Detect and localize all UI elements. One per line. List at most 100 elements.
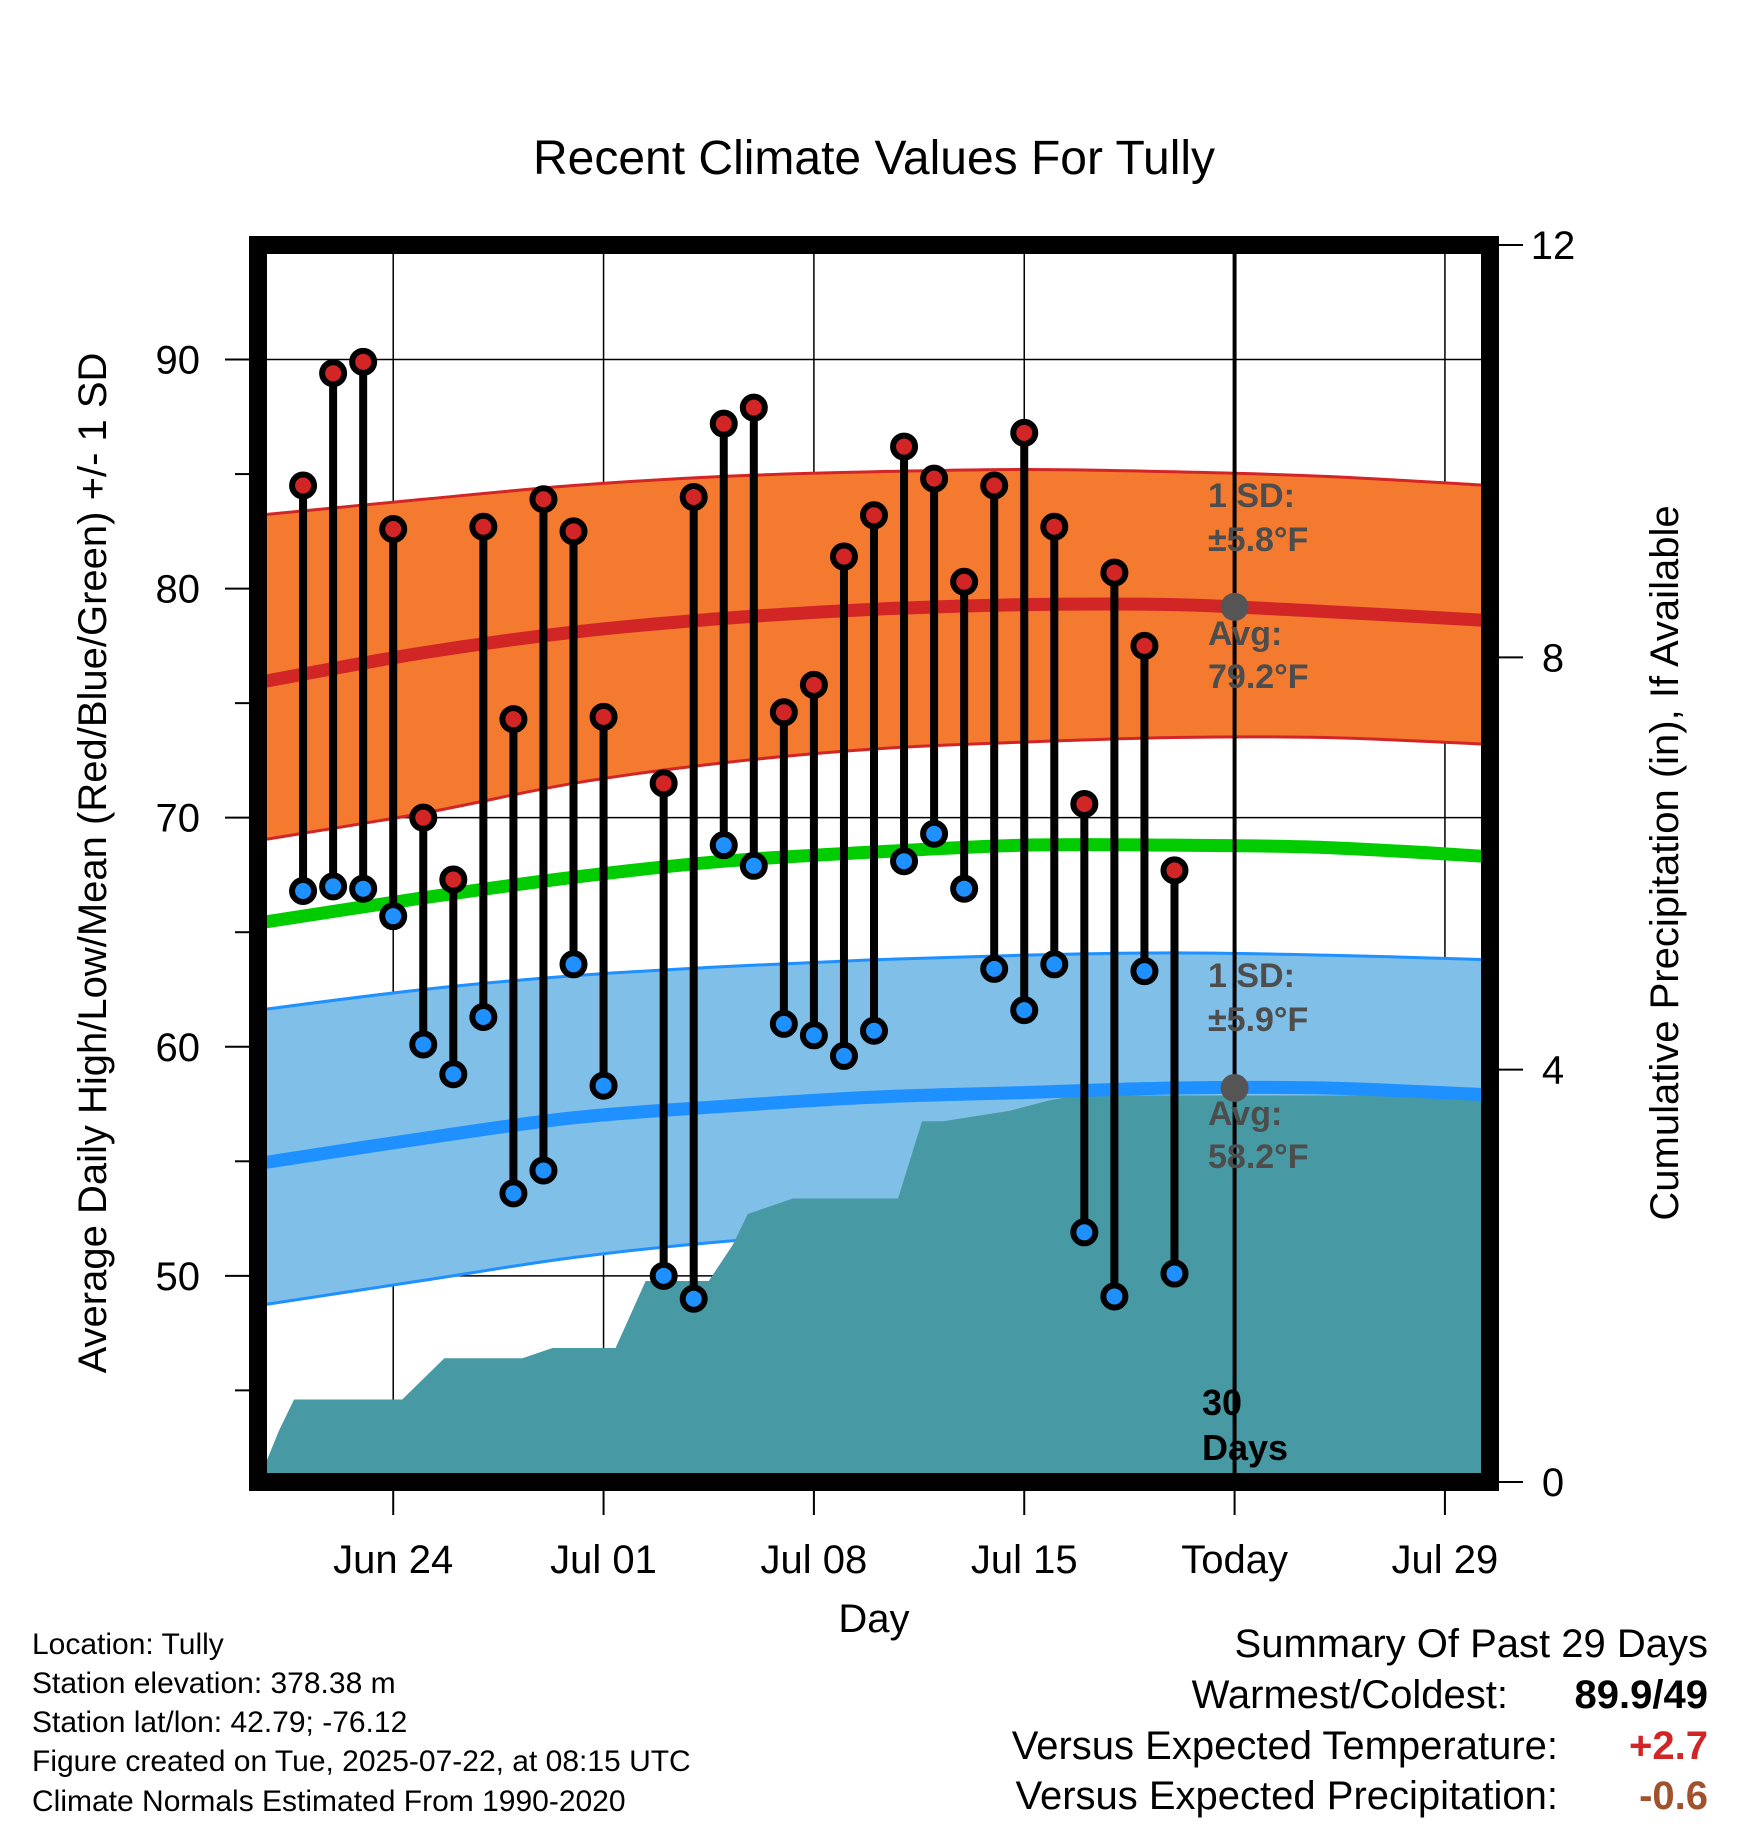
high-point	[469, 512, 498, 541]
chart-title: Recent Climate Values For Tully	[533, 132, 1215, 185]
low-point	[649, 1261, 678, 1290]
high-sd-value: ±5.8°F	[1208, 521, 1308, 559]
low-avg-value: 58.2°F	[1208, 1138, 1309, 1176]
low-point	[439, 1060, 468, 1089]
high-point	[980, 471, 1009, 500]
y-left-tick-label: 90	[156, 339, 201, 383]
y-left-tick-label: 60	[156, 1026, 201, 1070]
today-high-avg-marker	[1220, 592, 1249, 621]
high-point	[679, 482, 708, 511]
x-tick-label: Jul 29	[1392, 1538, 1499, 1582]
info-normals: Climate Normals Estimated From 1990-2020	[32, 1785, 626, 1818]
high-point	[529, 485, 558, 514]
high-point	[950, 567, 979, 596]
high-point	[799, 670, 828, 699]
low-point	[409, 1030, 438, 1059]
low-point	[709, 831, 738, 860]
low-point	[799, 1021, 828, 1050]
low-point	[319, 872, 348, 901]
high-point	[649, 769, 678, 798]
high-point	[409, 803, 438, 832]
low-point	[1160, 1259, 1189, 1288]
precip-label: Versus Expected Precipitation:	[1015, 1774, 1558, 1818]
low-sd-value: ±5.9°F	[1208, 1001, 1308, 1039]
warmest-value: 89.9/49	[1574, 1673, 1708, 1717]
days-word-label: Days	[1202, 1427, 1288, 1468]
y-axis-left-label: Average Daily High/Low/Mean (Red/Blue/Gr…	[71, 353, 115, 1374]
high-point	[890, 432, 919, 461]
low-point	[379, 902, 408, 931]
low-point	[950, 874, 979, 903]
low-sd-label: 1 SD:	[1208, 957, 1295, 995]
low-point	[920, 819, 949, 848]
high-point	[1010, 418, 1039, 447]
summary-title: Summary Of Past 29 Days	[1234, 1622, 1708, 1666]
y-left-tick-label: 80	[156, 568, 201, 612]
precip-value: -0.6	[1639, 1774, 1708, 1818]
x-tick-label: Jun 24	[333, 1538, 453, 1582]
summary-row-temp: Versus Expected Temperature: +2.7	[1012, 1724, 1708, 1769]
precip-area-group	[258, 1095, 1490, 1482]
low-avg-line	[258, 1080, 1490, 1171]
low-point	[289, 876, 318, 905]
high-point	[769, 698, 798, 727]
low-point	[890, 847, 919, 876]
info-latlon: Station lat/lon: 42.79; -76.12	[32, 1706, 408, 1739]
high-point	[829, 542, 858, 571]
y-right-tick-label: 8	[1542, 636, 1564, 680]
high-point	[559, 517, 588, 546]
daily-dots	[289, 347, 1189, 1313]
high-point	[379, 515, 408, 544]
x-tick-label: Jul 01	[550, 1538, 657, 1582]
summary-row-precip: Versus Expected Precipitation: -0.6	[1015, 1774, 1708, 1819]
high-avg-label: Avg:	[1208, 615, 1282, 653]
low-point	[349, 874, 378, 903]
high-avg-value: 79.2°F	[1208, 658, 1309, 696]
low-point	[589, 1071, 618, 1100]
high-point	[920, 464, 949, 493]
low-point	[679, 1284, 708, 1313]
low-point	[980, 954, 1009, 983]
today-low-avg-marker	[1220, 1073, 1249, 1102]
info-location: Location: Tully	[32, 1628, 224, 1661]
precip-area	[258, 1095, 1490, 1482]
high-point	[319, 359, 348, 388]
high-point	[349, 347, 378, 376]
temp-value: +2.7	[1629, 1724, 1708, 1768]
low-point	[1040, 950, 1069, 979]
low-point	[769, 1009, 798, 1038]
warmest-label: Warmest/Coldest:	[1191, 1673, 1508, 1717]
y-axis-right: 0 4 8 12	[1499, 224, 1575, 1505]
x-axis-label: Day	[838, 1597, 909, 1641]
low-point	[860, 1016, 888, 1045]
summary-row-warmest: Warmest/Coldest: 89.9/49	[1192, 1673, 1708, 1718]
low-point	[1100, 1282, 1129, 1311]
info-created: Figure created on Tue, 2025-07-22, at 08…	[32, 1745, 691, 1778]
days-count-label: 30	[1202, 1382, 1242, 1423]
high-sd-label: 1 SD:	[1208, 477, 1295, 515]
x-tick-label: Jul 08	[761, 1538, 868, 1582]
low-point	[529, 1156, 558, 1185]
x-axis: Jun 24 Jul 01 Jul 08 Jul 15 Today Jul 29	[333, 1491, 1498, 1582]
high-point	[739, 393, 768, 422]
high-point	[1100, 558, 1129, 587]
low-point	[499, 1179, 528, 1208]
high-point	[1040, 512, 1069, 541]
y-axis-right-label: Cumulative Precipitation (in), If Availa…	[1643, 505, 1687, 1220]
today-line-group	[1220, 245, 1249, 1482]
low-avg-label: Avg:	[1208, 1095, 1282, 1133]
low-point	[469, 1002, 498, 1031]
y-left-tick-label: 50	[156, 1255, 201, 1299]
low-point	[829, 1041, 858, 1070]
y-right-tick-label: 4	[1542, 1049, 1564, 1093]
high-point	[499, 705, 528, 734]
high-point	[589, 702, 618, 731]
high-point	[1160, 856, 1189, 885]
temp-label: Versus Expected Temperature:	[1011, 1724, 1558, 1768]
high-point	[1130, 631, 1159, 660]
high-point	[439, 865, 468, 894]
low-point	[1070, 1218, 1099, 1247]
annotations: 1 SD: ±5.8°F Avg: 79.2°F 1 SD: ±5.9°F Av…	[1202, 477, 1309, 1468]
x-tick-label: Jul 15	[971, 1538, 1078, 1582]
